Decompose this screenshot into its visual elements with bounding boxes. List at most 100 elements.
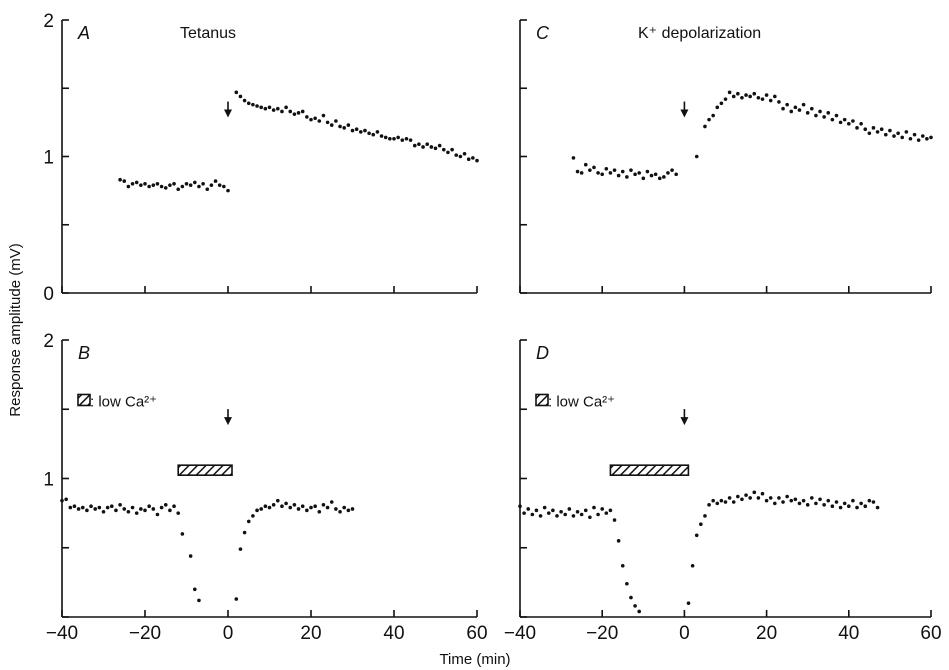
data-point [859,501,863,506]
data-point [338,509,342,514]
data-point [740,497,744,502]
y-tick-label: 1 [43,148,54,169]
data-point [242,530,247,535]
data-point [879,127,884,131]
data-point [222,184,226,189]
data-point [760,97,765,101]
data-point [744,93,748,97]
data-point [209,183,214,187]
data-point [471,156,475,160]
data-point [342,126,347,130]
data-point [814,501,818,506]
data-point [822,503,826,507]
data-point [760,491,765,496]
data-point [773,501,777,506]
data-point [625,175,629,179]
data-point [834,500,839,504]
data-point [288,505,293,510]
data-point [342,505,347,510]
data-point [334,507,338,511]
low-ca-bar [609,464,690,476]
data-point [217,183,222,187]
data-point [338,124,342,129]
data-point [834,113,839,118]
data-point [421,145,425,149]
panel-a: 0 1 2 A Tetanus [43,11,479,305]
data-point [867,131,872,136]
data-point [875,505,880,510]
data-point [151,183,156,187]
data-point [818,109,822,114]
data-point [620,169,625,174]
data-point [777,100,781,104]
data-point [530,512,535,517]
data-point [176,511,180,515]
data-point [748,94,752,99]
data-point [793,105,798,110]
data-point [801,498,806,503]
data-point [670,168,674,172]
y-axis-label: Response amplitude (mV) [7,243,24,416]
data-point [908,136,913,141]
data-point [300,504,305,509]
data-point [625,581,629,586]
data-point [546,511,551,515]
data-point [375,130,380,134]
data-point [637,609,641,614]
data-point [251,514,255,518]
data-point [475,158,479,163]
data-point [892,134,896,138]
data-point [126,509,131,514]
data-point [118,503,122,507]
data-point [176,187,180,192]
data-point [727,90,732,95]
data-point [588,515,592,520]
data-point [201,182,205,186]
data-point [662,175,666,179]
data-point [768,98,773,103]
data-point [392,136,396,141]
data-point [263,106,268,111]
panel-letter: A [77,23,90,43]
data-point [429,145,434,149]
stimulus-arrowhead [224,417,232,426]
data-point [653,172,658,177]
data-point [329,123,334,127]
data-point [143,508,147,513]
data-point [674,172,678,177]
x-tick-label: 60 [920,623,941,644]
low-ca-bar [177,464,233,476]
data-point [818,497,822,502]
data-point [437,143,442,148]
data-point [329,500,334,504]
panel-letter: C [536,23,550,43]
data-point [442,147,446,152]
data-point [147,184,151,189]
data-point [805,503,810,507]
data-point [797,108,802,112]
data-point [130,505,135,510]
data-point [719,101,724,106]
data-point [246,101,251,106]
data-point [723,500,728,504]
data-point [139,183,143,187]
data-point [863,127,868,131]
data-point [801,102,806,107]
data-point [920,134,925,138]
data-point [731,94,736,99]
data-point [271,503,276,507]
data-point [916,138,921,142]
data-point [147,504,151,509]
data-point [151,507,156,511]
data-point [404,136,409,141]
data-point [768,496,773,500]
data-point [159,184,164,189]
data-point [155,512,160,517]
data-point [188,554,193,558]
data-point [703,124,707,129]
data-point [814,113,818,118]
data-point [575,169,580,174]
data-point [450,147,454,152]
x-tick-label: 60 [466,623,487,644]
data-point [830,504,835,509]
